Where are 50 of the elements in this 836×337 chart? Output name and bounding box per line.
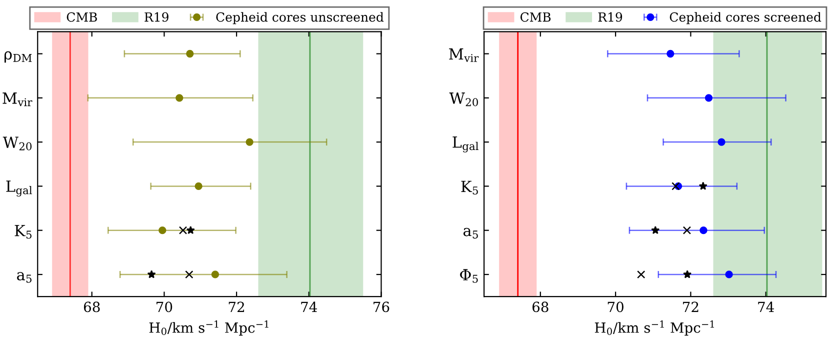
point bbox=[194, 182, 202, 190]
legend-label: R19 bbox=[144, 12, 168, 22]
y-tick-label: ρ$_{DM}$ bbox=[4, 51, 32, 63]
y-tick-label: M$_{vir}$ bbox=[449, 48, 479, 62]
point bbox=[176, 94, 184, 102]
point bbox=[147, 270, 156, 278]
x-tick-label: 76 bbox=[374, 302, 390, 312]
y-tick-label: Φ$_{5}$ bbox=[460, 269, 478, 283]
point bbox=[704, 94, 713, 102]
legend-label: R19 bbox=[598, 12, 622, 22]
x-tick-label: 68 bbox=[84, 302, 100, 312]
x-tick-label: 74 bbox=[758, 302, 774, 312]
x-tick-label: 70 bbox=[156, 302, 172, 312]
point bbox=[700, 226, 708, 234]
point bbox=[672, 182, 680, 190]
point bbox=[186, 50, 194, 58]
point bbox=[637, 270, 646, 279]
y-tick-label: L$_{gal}$ bbox=[6, 180, 32, 197]
y-tick-label: L$_{gal}$ bbox=[452, 136, 478, 152]
point bbox=[725, 270, 733, 278]
legend-label: CMB bbox=[66, 12, 97, 22]
x-tick-label: 74 bbox=[301, 302, 318, 312]
x-axis-title: H$_{0}$/km s$^{−1}$ Mpc$^{−1}$ bbox=[149, 320, 268, 336]
y-tick-label: K$_{5}$ bbox=[461, 180, 478, 195]
x-tick-label: 72 bbox=[228, 302, 244, 312]
legend-label: Cepheid cores unscreened bbox=[216, 12, 384, 24]
point bbox=[651, 226, 660, 234]
point bbox=[698, 182, 708, 190]
y-tick-label: M$_{vir}$ bbox=[2, 92, 32, 106]
point bbox=[211, 270, 220, 278]
legend-label: CMB bbox=[520, 12, 551, 22]
y-tick-label: W$_{20}$ bbox=[2, 136, 32, 150]
legend-label: Cepheid cores screened bbox=[670, 12, 822, 24]
point bbox=[683, 270, 692, 278]
x-tick-label: 70 bbox=[608, 302, 624, 312]
y-tick-label: W$_{20}$ bbox=[449, 92, 478, 106]
point bbox=[158, 226, 166, 234]
point bbox=[185, 270, 194, 279]
x-tick-label: 68 bbox=[532, 302, 548, 312]
point bbox=[186, 226, 195, 234]
point bbox=[246, 138, 254, 146]
x-tick-label: 72 bbox=[683, 302, 698, 312]
point bbox=[718, 138, 726, 146]
y-tick-label: a$_{5}$ bbox=[463, 228, 478, 239]
y-tick-label: K$_{5}$ bbox=[14, 224, 32, 239]
point bbox=[682, 226, 692, 234]
point bbox=[178, 226, 188, 234]
x-axis-title: H$_{0}$/km s$^{−1}$ Mpc$^{−1}$ bbox=[594, 320, 714, 336]
y-tick-label: a$_{5}$ bbox=[17, 272, 32, 283]
point bbox=[666, 50, 674, 58]
